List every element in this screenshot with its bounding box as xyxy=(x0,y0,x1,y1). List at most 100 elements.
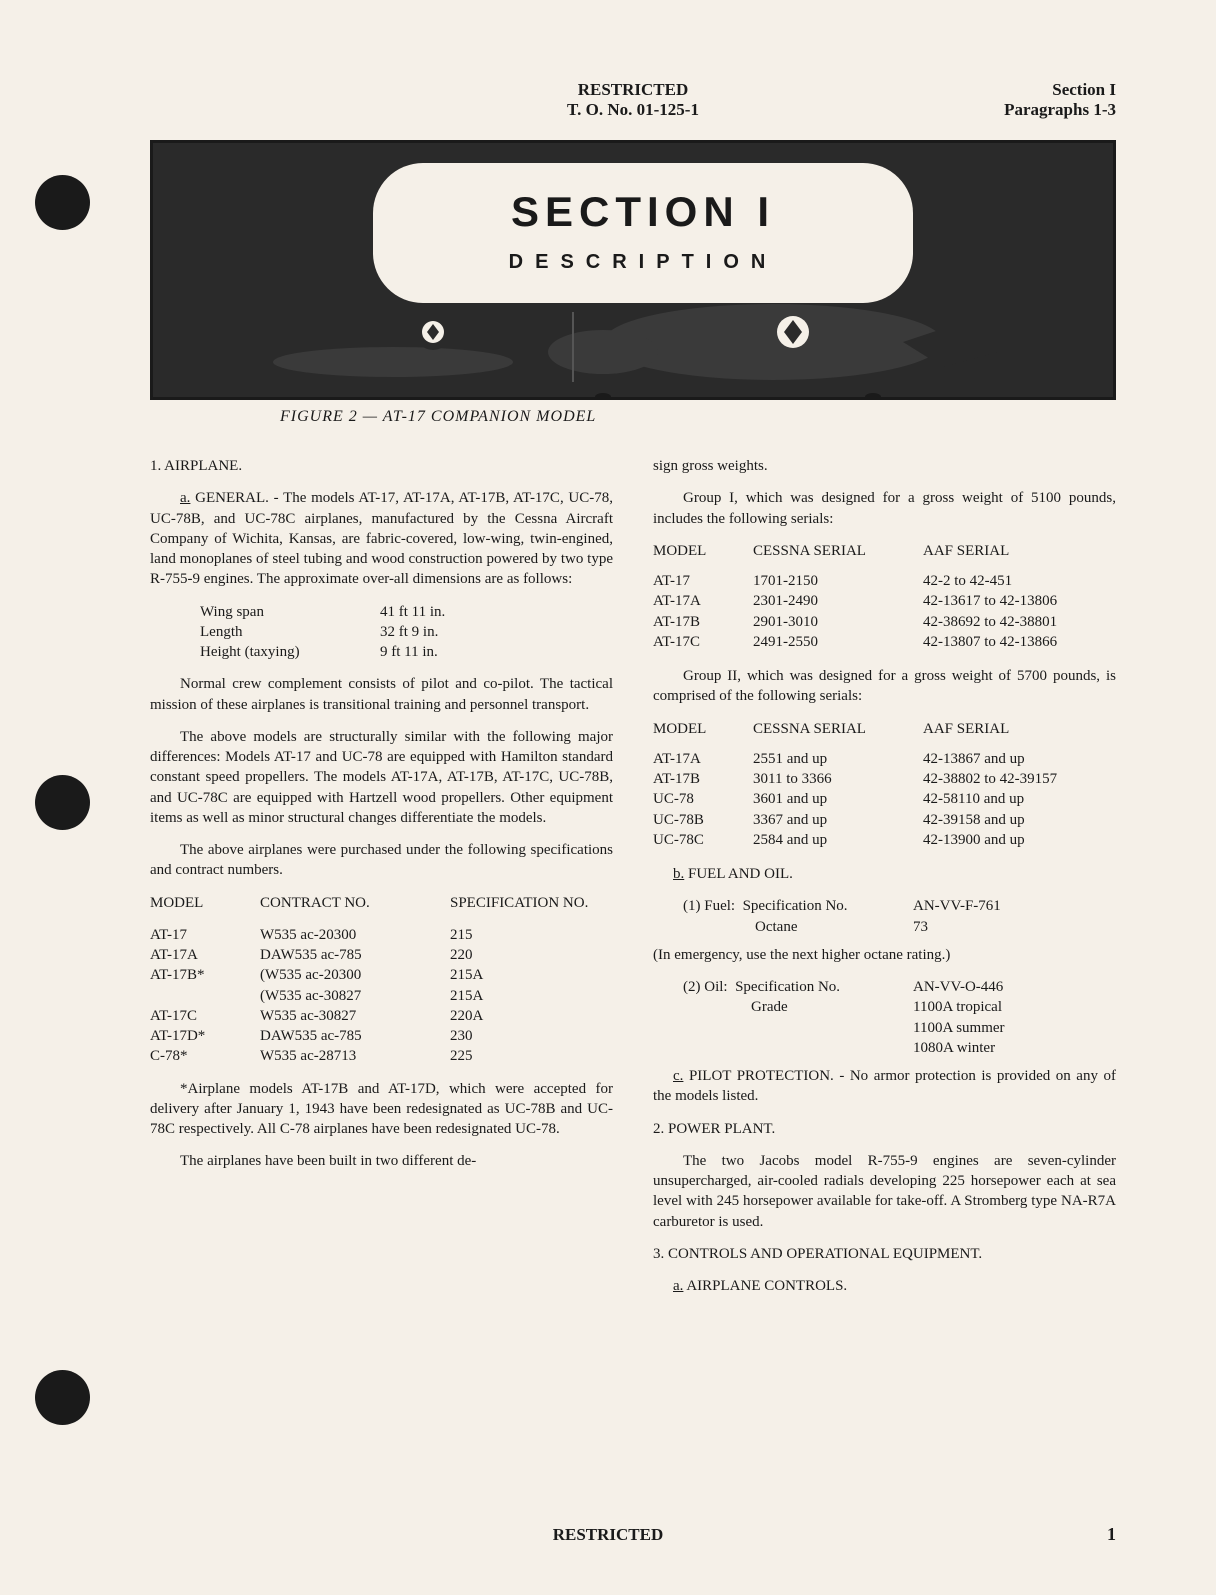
general-lead: a. xyxy=(180,490,190,506)
fuel-l: (2) Oil: Specification No. xyxy=(683,977,913,997)
serial-row: AT-17B3011 to 336642-38802 to 42-39157 xyxy=(653,769,1116,789)
spec-c: 220 xyxy=(450,945,473,965)
fuel-spec-l: Specification No. xyxy=(743,898,848,914)
heading-power: 2. POWER PLANT. xyxy=(653,1119,1116,1139)
serial-h: AAF SERIAL xyxy=(923,541,1009,561)
serial-c: AT-17B xyxy=(653,612,753,632)
serial-c: 42-13900 and up xyxy=(923,830,1025,850)
dim-row: Length32 ft 9 in. xyxy=(200,622,613,642)
header-restricted: RESTRICTED xyxy=(300,80,966,100)
pilot-lead: c. xyxy=(673,1068,683,1084)
spec-c: 215A xyxy=(450,965,483,985)
serial-row: UC-78B3367 and up42-39158 and up xyxy=(653,810,1116,830)
punch-hole xyxy=(35,175,90,230)
page-header: RESTRICTED T. O. No. 01-125-1 Section I … xyxy=(150,80,1116,120)
spec-row: AT-17CW535 ac-30827220A xyxy=(150,1006,613,1026)
serial-c: 42-39158 and up xyxy=(923,810,1025,830)
serial-c: 3601 and up xyxy=(753,789,923,809)
serial-c: 2301-2490 xyxy=(753,591,923,611)
header-section: Section I xyxy=(966,80,1116,100)
serial-header: MODEL CESSNA SERIAL AAF SERIAL xyxy=(653,719,1116,739)
header-to-no: T. O. No. 01-125-1 xyxy=(300,100,966,120)
spec-c: AT-17D* xyxy=(150,1026,260,1046)
serial-c: UC-78C xyxy=(653,830,753,850)
spec-row: C-78*W535 ac-28713225 xyxy=(150,1046,613,1066)
serial-row: AT-171701-215042-2 to 42-451 xyxy=(653,571,1116,591)
left-column: 1. AIRPLANE. a. GENERAL. - The models AT… xyxy=(150,456,613,1308)
spec-c: W535 ac-30827 xyxy=(260,1006,450,1026)
spec-c: AT-17C xyxy=(150,1006,260,1026)
fuel-l: (1) Fuel: Specification No. xyxy=(683,896,913,916)
serial-c: 3011 to 3366 xyxy=(753,769,923,789)
serial-h: MODEL xyxy=(653,541,753,561)
para-power: The two Jacobs model R-755-9 engines are… xyxy=(653,1151,1116,1232)
banner-title: SECTION I xyxy=(373,188,913,236)
spec-c: 225 xyxy=(450,1046,473,1066)
spec-c: C-78* xyxy=(150,1046,260,1066)
spec-row: AT-17B*(W535 ac-20300215A xyxy=(150,965,613,985)
dim-label: Wing span xyxy=(200,602,380,622)
dimensions-table: Wing span41 ft 11 in. Length32 ft 9 in. … xyxy=(200,602,613,663)
dim-label: Length xyxy=(200,622,380,642)
serial-c: 42-38692 to 42-38801 xyxy=(923,612,1057,632)
para-built: The airplanes have been built in two dif… xyxy=(150,1151,613,1171)
fuel-row: (2) Oil: Specification No. AN-VV-O-446 xyxy=(683,977,1116,997)
punch-hole xyxy=(35,1370,90,1425)
serial-c: 42-13867 and up xyxy=(923,749,1025,769)
airplane-icon xyxy=(253,282,1033,400)
footer-restricted: RESTRICTED xyxy=(0,1525,1216,1545)
spec-c xyxy=(150,986,260,1006)
serial-c: AT-17B xyxy=(653,769,753,789)
banner-subtitle: DESCRIPTION xyxy=(373,251,913,274)
spec-row: (W535 ac-30827215A xyxy=(150,986,613,1006)
fuel-v: 1080A winter xyxy=(913,1038,995,1058)
para-pilot: c. PILOT PROTECTION. - No armor protecti… xyxy=(653,1066,1116,1107)
serial-c: AT-17C xyxy=(653,632,753,652)
para-crew: Normal crew complement consists of pilot… xyxy=(150,674,613,715)
fuel-row: 1100A summer xyxy=(683,1018,1116,1038)
fuel-l xyxy=(683,1038,913,1058)
fuel-row: Grade 1100A tropical xyxy=(683,997,1116,1017)
fuel-v: 73 xyxy=(913,917,928,937)
spec-table: MODEL CONTRACT NO. SPECIFICATION NO. AT-… xyxy=(150,893,613,1067)
spec-c: 220A xyxy=(450,1006,483,1026)
serial-row: UC-783601 and up42-58110 and up xyxy=(653,789,1116,809)
heading-controls: 3. CONTROLS AND OPERATIONAL EQUIPMENT. xyxy=(653,1244,1116,1264)
right-column: sign gross weights. Group I, which was d… xyxy=(653,456,1116,1308)
serial-h: CESSNA SERIAL xyxy=(753,541,923,561)
serial-c: 42-13807 to 42-13866 xyxy=(923,632,1057,652)
spec-c: AT-17B* xyxy=(150,965,260,985)
serial-h: AAF SERIAL xyxy=(923,719,1009,739)
spec-c: DAW535 ac-785 xyxy=(260,1026,450,1046)
serial-c: 42-13617 to 42-13806 xyxy=(923,591,1057,611)
spec-c: 230 xyxy=(450,1026,473,1046)
dim-val: 9 ft 11 in. xyxy=(380,642,438,662)
airplane-lead: a. xyxy=(673,1278,683,1294)
serial-row: AT-17C2491-255042-13807 to 42-13866 xyxy=(653,632,1116,652)
serial-c: 42-2 to 42-451 xyxy=(923,571,1012,591)
spec-header: MODEL CONTRACT NO. SPECIFICATION NO. xyxy=(150,893,613,913)
spec-c: (W535 ac-20300 xyxy=(260,965,450,985)
serial-h: CESSNA SERIAL xyxy=(753,719,923,739)
serial-c: 2901-3010 xyxy=(753,612,923,632)
para-cont: sign gross weights. xyxy=(653,456,1116,476)
serial-c: 2584 and up xyxy=(753,830,923,850)
fuel-l: Octane xyxy=(683,917,913,937)
serial-c: 42-38802 to 42-39157 xyxy=(923,769,1057,789)
serial-row: AT-17A2301-249042-13617 to 42-13806 xyxy=(653,591,1116,611)
fuel-lead: b. xyxy=(673,866,684,882)
spec-c: AT-17 xyxy=(150,925,260,945)
para-airplane-controls: a. AIRPLANE CONTROLS. xyxy=(653,1276,1116,1296)
para-group2: Group II, which was designed for a gross… xyxy=(653,666,1116,707)
fuel-v: AN-VV-F-761 xyxy=(913,896,1001,916)
spec-c: W535 ac-28713 xyxy=(260,1046,450,1066)
fuel-l xyxy=(683,1018,913,1038)
spec-row: AT-17ADAW535 ac-785220 xyxy=(150,945,613,965)
fuel-num: (2) Oil: xyxy=(683,979,728,995)
fuel-label: FUEL AND OIL. xyxy=(684,866,793,882)
heading-airplane: 1. AIRPLANE. xyxy=(150,456,613,476)
para-structural: The above models are structurally simila… xyxy=(150,727,613,828)
spec-c: 215 xyxy=(450,925,473,945)
fuel-spec-l: Specification No. xyxy=(735,979,840,995)
serial-c: 1701-2150 xyxy=(753,571,923,591)
